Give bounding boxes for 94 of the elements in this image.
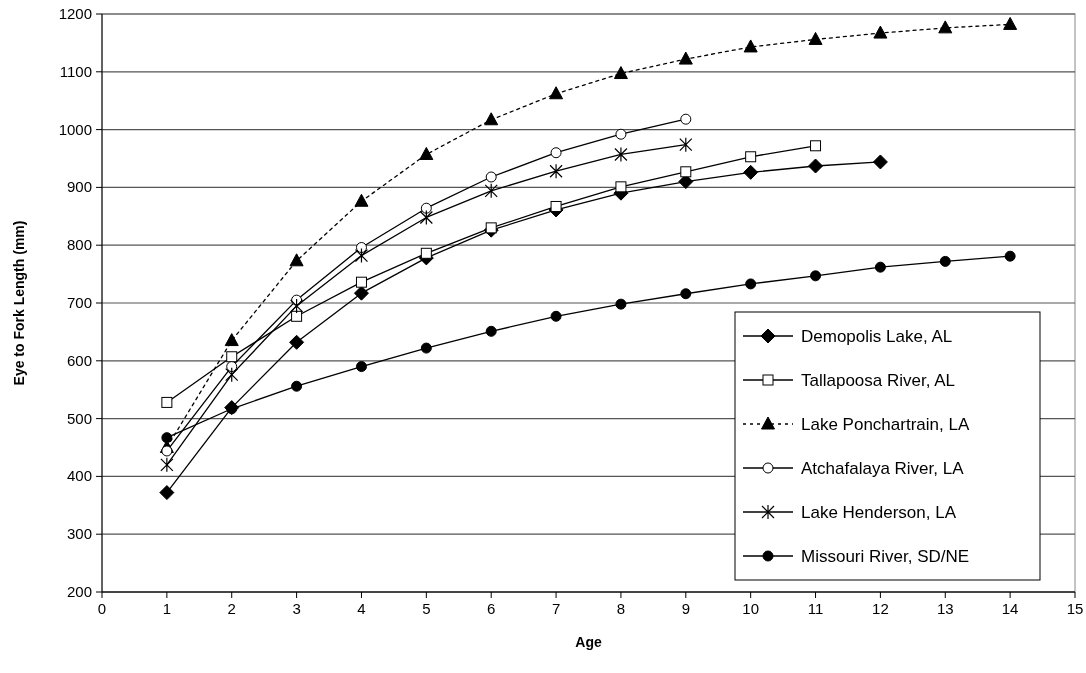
point xyxy=(808,31,823,45)
point xyxy=(161,432,173,444)
x-tick-label: 3 xyxy=(292,600,301,617)
point xyxy=(289,253,304,267)
point xyxy=(549,86,564,100)
point xyxy=(161,396,173,408)
x-tick-label: 8 xyxy=(616,600,626,617)
point xyxy=(484,112,499,126)
y-tick-label: 700 xyxy=(66,294,92,311)
point xyxy=(354,193,369,207)
x-tick-label: 0 xyxy=(97,600,107,617)
x-axis-title: Age xyxy=(575,634,602,650)
point xyxy=(550,200,562,212)
x-tick-label: 15 xyxy=(1066,600,1084,617)
x-tick-label: 5 xyxy=(422,600,431,617)
y-tick-label: 400 xyxy=(66,467,92,485)
point xyxy=(289,334,305,350)
point xyxy=(614,146,628,163)
legend-label: Lake Ponchartrain, LA xyxy=(801,415,970,434)
point xyxy=(161,445,173,457)
point xyxy=(874,261,886,273)
point xyxy=(290,298,304,314)
point xyxy=(872,154,888,170)
point xyxy=(678,51,693,65)
y-tick-label: 500 xyxy=(66,409,92,427)
point xyxy=(160,457,174,473)
point xyxy=(224,333,239,347)
y-tick-label: 1000 xyxy=(58,120,92,138)
point xyxy=(1003,16,1018,30)
point xyxy=(419,209,433,226)
legend-label: Tallapoosa River, AL xyxy=(801,371,956,390)
x-tick-label: 12 xyxy=(872,600,889,617)
x-tick-label: 10 xyxy=(742,600,760,617)
legend-label: Missouri River, SD/NE xyxy=(801,547,970,566)
point xyxy=(355,361,367,373)
point xyxy=(615,298,627,310)
point xyxy=(613,66,628,80)
x-tick-label: 7 xyxy=(551,600,561,617)
legend-label: Demopolis Lake, AL xyxy=(801,327,953,346)
point xyxy=(549,163,563,179)
point xyxy=(615,128,627,140)
y-tick-label: 600 xyxy=(66,351,92,369)
point xyxy=(291,310,303,322)
point xyxy=(678,174,694,190)
y-tick-label: 200 xyxy=(66,583,92,600)
point xyxy=(745,151,757,163)
point xyxy=(484,183,498,199)
point xyxy=(226,351,238,363)
point xyxy=(485,325,497,337)
x-tick-label: 6 xyxy=(487,600,496,617)
point xyxy=(420,247,432,259)
point xyxy=(159,485,175,501)
point xyxy=(743,164,759,180)
point xyxy=(355,276,367,288)
point xyxy=(939,255,951,267)
point xyxy=(354,248,369,264)
x-tick-label: 11 xyxy=(807,600,824,617)
point xyxy=(419,146,434,160)
point xyxy=(808,158,824,174)
legend-label: Lake Henderson, LA xyxy=(801,503,957,522)
y-tick-label: 1100 xyxy=(59,62,92,80)
y-tick-label: 900 xyxy=(66,178,92,196)
point xyxy=(679,137,693,153)
point xyxy=(420,202,432,214)
x-tick-label: 1 xyxy=(162,600,172,617)
point xyxy=(938,20,953,34)
point xyxy=(550,310,562,322)
x-tick-label: 14 xyxy=(1001,600,1019,617)
point xyxy=(420,342,432,354)
y-tick-label: 800 xyxy=(66,236,92,254)
x-tick-label: 13 xyxy=(936,600,954,617)
x-tick-label: 2 xyxy=(227,600,236,617)
y-tick-label: 1200 xyxy=(58,5,92,22)
legend-label: Atchafalaya River, LA xyxy=(801,459,965,478)
point xyxy=(810,140,822,152)
y-tick-label: 300 xyxy=(66,525,92,543)
point xyxy=(745,278,757,290)
point xyxy=(810,270,822,282)
point xyxy=(550,147,562,159)
x-tick-label: 4 xyxy=(357,600,366,617)
point xyxy=(873,25,888,39)
point xyxy=(355,242,367,254)
x-tick-label: 9 xyxy=(681,600,690,617)
point xyxy=(353,285,369,301)
point xyxy=(743,39,758,53)
point xyxy=(225,367,239,383)
point xyxy=(291,380,303,392)
point xyxy=(1004,250,1016,262)
point xyxy=(680,166,692,178)
point xyxy=(615,181,627,193)
point xyxy=(680,288,692,300)
point xyxy=(485,171,497,183)
y-axis-title: Eye to Fork Length (mm) xyxy=(11,220,27,386)
point xyxy=(485,222,497,234)
